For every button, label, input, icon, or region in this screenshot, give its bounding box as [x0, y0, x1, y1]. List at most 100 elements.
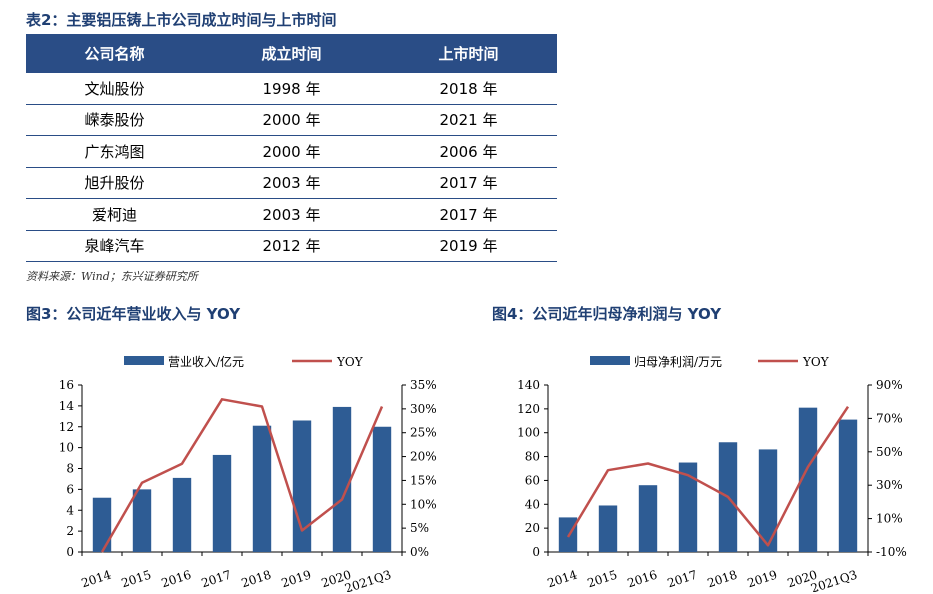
table-title: 表2：主要铝压铸上市公司成立时间与上市时间 — [26, 11, 337, 29]
bar — [798, 407, 818, 552]
bar — [92, 497, 112, 552]
y-left-tick-label: 0 — [66, 545, 74, 559]
bar — [292, 420, 312, 552]
table-row: 文灿股份 1998 年 2018 年 — [26, 73, 557, 105]
bar — [638, 485, 658, 552]
y-left-tick-label: 140 — [517, 378, 540, 392]
x-tick-label: 2017 — [200, 568, 233, 591]
y-left-tick-label: 80 — [525, 450, 540, 464]
cell-founded: 1998 年 — [203, 73, 380, 105]
y-right-tick-label: 10% — [410, 497, 437, 511]
y-left-tick-label: 2 — [66, 524, 74, 538]
y-right-tick-label: 50% — [876, 445, 903, 459]
chart4-title: 图4：公司近年归母净利润与 YOY — [492, 305, 722, 323]
y-left-tick-label: 10 — [59, 441, 74, 455]
cell-company: 泉峰汽车 — [26, 230, 203, 262]
legend-line-label: YOY — [336, 355, 364, 369]
bar — [838, 419, 858, 552]
legend-bar-label: 归母净利润/万元 — [634, 355, 722, 369]
y-right-tick-label: 10% — [876, 512, 903, 526]
bar — [758, 449, 778, 552]
cell-listed: 2019 年 — [380, 230, 557, 262]
y-left-tick-label: 6 — [66, 482, 74, 496]
cell-listed: 2017 年 — [380, 167, 557, 199]
y-right-tick-label: 25% — [410, 426, 437, 440]
legend-bar-swatch — [124, 356, 164, 365]
bar — [212, 454, 232, 552]
yoy-line — [566, 406, 850, 547]
y-left-tick-label: 14 — [59, 399, 75, 413]
table-source-note: 资料来源：Wind；东兴证券研究所 — [26, 270, 198, 283]
y-right-tick-label: -10% — [876, 545, 907, 559]
legend-bar-label: 营业收入/亿元 — [168, 354, 244, 369]
cell-founded: 2000 年 — [203, 104, 380, 136]
cell-company: 嵘泰股份 — [26, 104, 203, 136]
legend-bar-swatch — [590, 356, 630, 365]
y-left-tick-label: 4 — [66, 503, 74, 517]
y-right-tick-label: 90% — [876, 378, 903, 392]
x-tick-label: 2018 — [706, 568, 739, 591]
y-left-tick-label: 120 — [517, 402, 540, 416]
column-header-company: 公司名称 — [26, 34, 203, 73]
y-right-tick-label: 15% — [410, 473, 437, 487]
x-tick-label: 2016 — [626, 568, 659, 591]
cell-founded: 2003 年 — [203, 198, 380, 231]
x-tick-label: 2015 — [586, 568, 619, 591]
cell-listed: 2006 年 — [380, 135, 557, 168]
company-table: 公司名称 成立时间 上市时间 文灿股份 1998 年 2018 年 嵘泰股份 2… — [26, 34, 557, 262]
table-header-row: 公司名称 成立时间 上市时间 — [26, 34, 557, 73]
x-tick-label: 2021Q3 — [343, 568, 393, 592]
bar — [678, 462, 698, 552]
y-right-tick-label: 35% — [410, 378, 437, 392]
bar — [252, 425, 272, 552]
cell-listed: 2017 年 — [380, 198, 557, 231]
revenue-yoy-chart: 营业收入/亿元 YOY 0 2 4 6 8 10 12 14 16 0% 5% 10% 15% 20% 25% 3… — [59, 354, 437, 592]
column-header-founded: 成立时间 — [203, 34, 380, 73]
x-tick-label: 2015 — [120, 568, 153, 591]
y-right-tick-label: 30% — [876, 478, 903, 492]
bar — [598, 505, 618, 552]
x-tick-label: 2014 — [80, 567, 114, 590]
bar — [372, 426, 392, 552]
table-row: 嵘泰股份 2000 年 2021 年 — [26, 104, 557, 136]
cell-founded: 2003 年 — [203, 167, 380, 199]
cell-listed: 2018 年 — [380, 73, 557, 105]
y-right-tick-label: 0% — [410, 545, 429, 559]
y-right-tick-label: 5% — [410, 521, 429, 535]
table-row: 旭升股份 2003 年 2017 年 — [26, 167, 557, 199]
y-left-tick-label: 16 — [59, 378, 74, 392]
x-tick-label: 2014 — [546, 567, 580, 590]
table-row: 爱柯迪 2003 年 2017 年 — [26, 198, 557, 231]
y-left-tick-label: 0 — [532, 545, 540, 559]
x-tick-label: 2021Q3 — [809, 568, 859, 592]
yoy-line — [100, 398, 384, 553]
table-row: 泉峰汽车 2012 年 2019 年 — [26, 230, 557, 262]
y-right-tick-label: 30% — [410, 402, 437, 416]
column-header-listed: 上市时间 — [380, 34, 557, 73]
y-left-tick-label: 60 — [525, 473, 540, 487]
y-left-tick-label: 8 — [66, 462, 74, 476]
y-left-tick-label: 20 — [525, 521, 540, 535]
cell-company: 广东鸿图 — [26, 135, 203, 168]
cell-company: 文灿股份 — [26, 73, 203, 105]
cell-listed: 2021 年 — [380, 104, 557, 136]
x-tick-label: 2019 — [280, 568, 313, 591]
y-left-tick-label: 100 — [517, 426, 540, 440]
cell-company: 旭升股份 — [26, 167, 203, 199]
cell-founded: 2012 年 — [203, 230, 380, 262]
x-tick-label: 2019 — [746, 568, 779, 591]
net-profit-yoy-chart: 归母净利润/万元 YOY 0 20 40 60 80 100 120 140 -10% 10% 30% 5… — [517, 355, 907, 592]
bar — [172, 477, 192, 552]
x-tick-label: 2018 — [240, 568, 273, 591]
x-tick-label: 2016 — [160, 568, 193, 591]
cell-founded: 2000 年 — [203, 135, 380, 168]
y-left-tick-label: 12 — [59, 420, 74, 434]
bar — [332, 406, 352, 552]
y-right-tick-label: 20% — [410, 450, 437, 464]
cell-company: 爱柯迪 — [26, 198, 203, 231]
x-tick-label: 2017 — [666, 568, 699, 591]
chart3-title: 图3：公司近年营业收入与 YOY — [26, 305, 241, 323]
legend-line-label: YOY — [802, 355, 830, 369]
table-row: 广东鸿图 2000 年 2006 年 — [26, 135, 557, 168]
bar — [132, 489, 152, 552]
